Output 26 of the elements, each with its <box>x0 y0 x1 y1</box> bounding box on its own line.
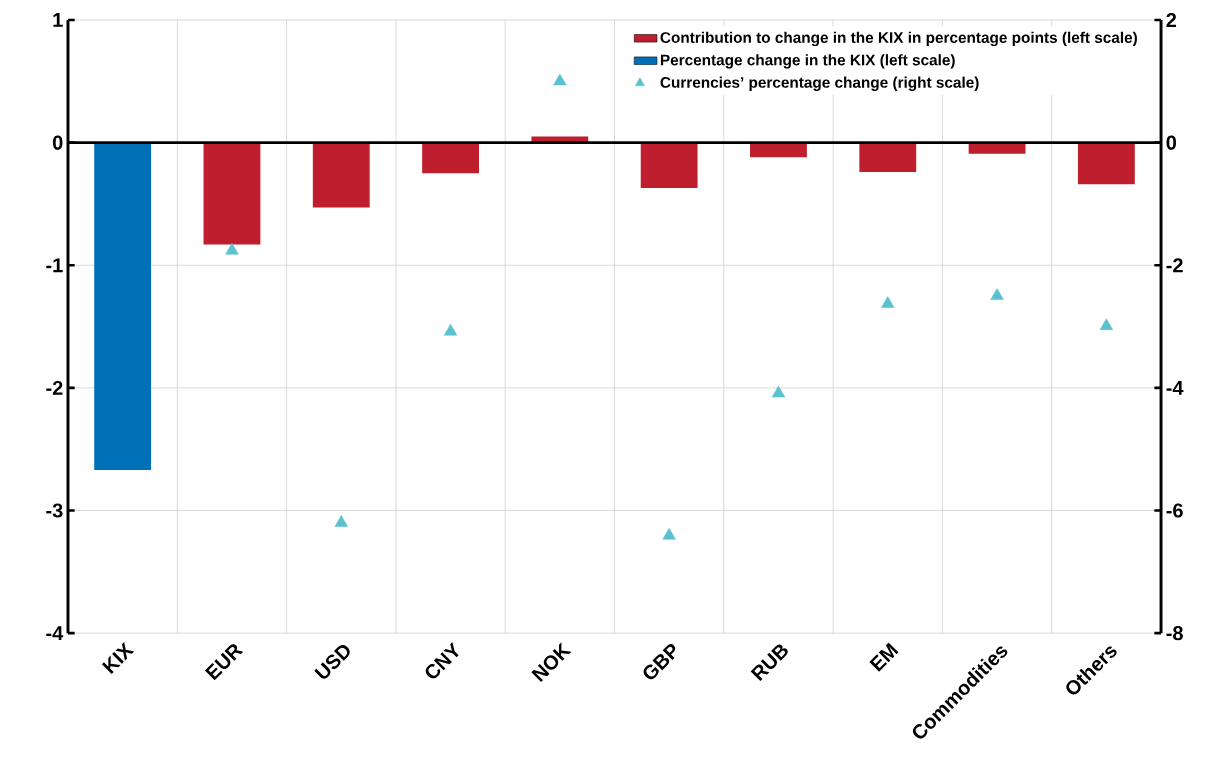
point <box>1099 318 1113 331</box>
y-tick-label: -4 <box>46 626 64 641</box>
point <box>553 73 567 86</box>
legend-label: Contribution to change in the KIX in percentage points (left scale) <box>660 31 1137 47</box>
point <box>881 296 895 308</box>
point <box>662 528 676 540</box>
x-tick-label: EM <box>869 642 899 672</box>
y2-tick-label: -2 <box>1166 258 1183 273</box>
y-tick-label: -1 <box>46 258 63 273</box>
point <box>334 515 348 527</box>
legend-label: Percentage change in the KIX (left scale) <box>660 54 955 69</box>
point <box>990 288 1004 300</box>
point <box>225 243 239 255</box>
y2-tick-label: -4 <box>1166 381 1184 395</box>
x-tick-label: KIX <box>101 642 135 675</box>
point <box>443 323 458 336</box>
y2-tick-label: -6 <box>1166 503 1183 518</box>
y2-tick-label: 0 <box>1166 135 1177 150</box>
point <box>771 385 786 398</box>
y-tick-label: -2 <box>46 381 63 395</box>
y-tick-label: 1 <box>53 13 63 27</box>
y2-tick-label: 2 <box>1166 13 1177 28</box>
y-tick-label: -3 <box>46 503 63 518</box>
legend-label: Currencies’ percentage change (right scale) <box>660 76 979 92</box>
y2-tick-label: -8 <box>1166 626 1183 641</box>
y-tick-label: 0 <box>52 135 63 150</box>
